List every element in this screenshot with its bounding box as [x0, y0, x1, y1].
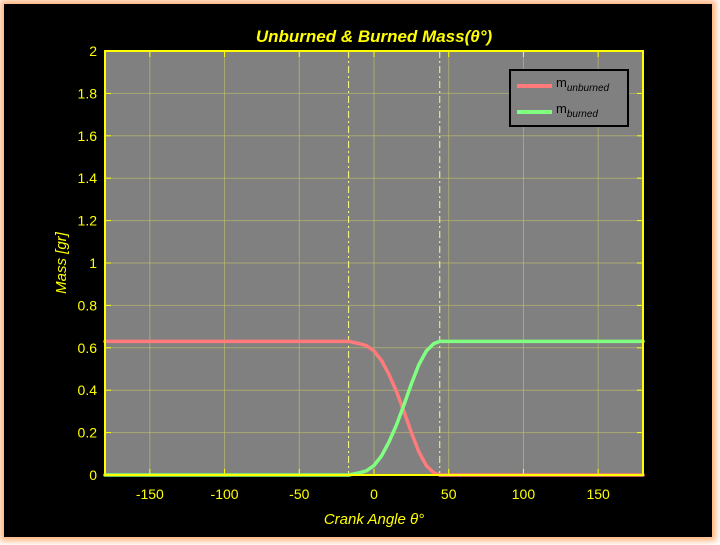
- y-tick-label: 1.2: [78, 213, 98, 229]
- y-tick-label: 0: [89, 467, 97, 483]
- chart-title: Unburned & Burned Mass(θ°): [256, 27, 493, 46]
- legend-box: [509, 69, 629, 127]
- axis-ticks: -150 -100 -50 0 50 100 150 0 0.2 0.4 0.6 0.8 1 1.2 1.4…: [78, 43, 643, 502]
- legend: munburned mburned: [509, 69, 629, 127]
- x-axis-label: Crank Angle θ°: [324, 511, 424, 528]
- y-tick-label: 2: [89, 43, 97, 59]
- x-tick-label: -100: [211, 486, 239, 502]
- x-tick-label: -50: [289, 486, 309, 502]
- legend-label-unburned: munburned: [556, 75, 610, 94]
- y-tick-label: 0.6: [78, 340, 98, 356]
- y-tick-label: 1: [89, 255, 97, 271]
- y-tick-label: 0.8: [78, 297, 98, 313]
- x-tick-label: 0: [370, 486, 378, 502]
- x-tick-label: 150: [586, 486, 610, 502]
- y-axis-label: Mass [gr]: [53, 231, 70, 294]
- x-tick-label: 100: [512, 486, 536, 502]
- x-tick-label: -150: [136, 486, 164, 502]
- series-line-unburned: [103, 339, 645, 477]
- legend-label-burned: mburned: [556, 101, 598, 120]
- y-tick-label: 0.2: [78, 425, 98, 441]
- series-line-burned: [103, 339, 645, 477]
- y-tick-label: 1.6: [78, 128, 98, 144]
- y-tick-label: 0.4: [78, 382, 98, 398]
- combustion-markers: [348, 51, 441, 475]
- y-tick-label: 1.4: [78, 170, 98, 186]
- y-tick-label: 1.8: [78, 85, 98, 101]
- x-tick-label: 50: [441, 486, 457, 502]
- series-lines: [103, 339, 645, 477]
